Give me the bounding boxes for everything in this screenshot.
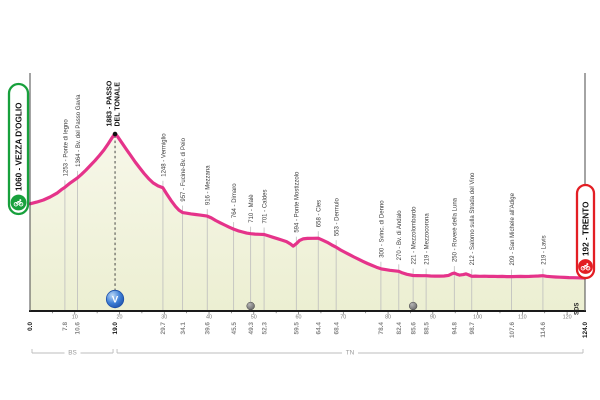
waypoint-label: 658 - Cles <box>317 200 323 227</box>
cyclist-icon-part <box>13 201 19 207</box>
waypoint-label: 219 - Lavis <box>541 235 547 264</box>
valico-ball-icon <box>105 289 125 309</box>
elevation-area <box>30 133 585 310</box>
elevation-line <box>28 131 587 280</box>
summit-dot <box>112 131 118 137</box>
axis-tick-label: 40 <box>206 315 212 321</box>
region-label: TN <box>346 350 355 357</box>
km-label: 0.0 <box>27 322 34 331</box>
km-label: 34.1 <box>180 322 187 335</box>
start-badge-label: 1060 - VEZZA D'OGLIO <box>15 102 24 191</box>
waypoint-label: 957 - Fucine-Bv. di Peio <box>181 137 187 201</box>
cyclist-icon <box>580 263 591 271</box>
axis-tick-label: 60 <box>296 315 302 321</box>
km-label: 114.6 <box>540 322 547 338</box>
waypoint-label: 764 - Dimaro <box>232 183 238 218</box>
km-label: 49.3 <box>248 322 255 335</box>
waypoint-label: 701 - Caldes <box>262 189 268 223</box>
axis-tick-label: 70 <box>340 315 346 321</box>
waypoint-label: 221 - Mezzolombardo <box>412 206 418 265</box>
cyclist-icon-part <box>586 263 589 266</box>
km-label: 98.7 <box>469 322 476 335</box>
summit-label-line1: 1883 - PASSO <box>106 80 113 126</box>
km-label: 39.6 <box>204 322 211 335</box>
km-label: 94.8 <box>452 322 459 335</box>
km-label: 52.3 <box>261 322 268 335</box>
cyclist-icon-part <box>582 265 589 269</box>
km-label: 107.6 <box>509 322 516 338</box>
waypoint-label: 1253 - Ponte di legno <box>63 119 69 177</box>
axis-tick-label: 110 <box>518 315 527 321</box>
waypoint-label: 219 - Mezzocorona <box>425 213 431 265</box>
feed-zone-icon <box>246 301 255 311</box>
axis-tick-label: 80 <box>385 315 391 321</box>
waypoint-label: 1364 - Bv. del Passo Gavia <box>76 94 82 167</box>
cyclist-icon <box>13 199 24 207</box>
region-label-bg <box>342 347 359 355</box>
axis-tick-label: 10 <box>72 315 78 321</box>
waypoint-label: 594 - Ponte Mostizzolo <box>295 171 301 233</box>
km-label: 7.8 <box>62 322 69 331</box>
credit-sds: SDS <box>575 303 581 315</box>
km-label: 82.4 <box>396 322 403 335</box>
km-label: 64.4 <box>315 322 322 335</box>
cyclist-icon-part <box>15 201 22 205</box>
waypoint-label: 553 - Dermulo <box>335 197 341 236</box>
km-label: 88.5 <box>423 322 430 335</box>
km-label: 10.6 <box>75 322 82 335</box>
axis-tick-label: 30 <box>161 315 167 321</box>
km-label: 19.0 <box>112 322 119 335</box>
km-label: 59.5 <box>294 322 301 335</box>
axis-tick-label: 50 <box>251 315 257 321</box>
cyclist-icon-part <box>580 265 586 271</box>
cyclist-icon-part <box>19 199 22 202</box>
waypoint-label: 916 - Mezzana <box>206 165 212 205</box>
axis-tick-label: 90 <box>430 315 436 321</box>
waypoint-label: 1248 - Vermiglio <box>161 133 167 177</box>
axis-tick-label: 120 <box>563 315 572 321</box>
region-label-bg <box>64 347 81 355</box>
feed-zone-icon <box>408 301 418 311</box>
axis-tick-label: 100 <box>473 315 482 321</box>
km-label: 78.4 <box>378 322 385 335</box>
km-label: 68.4 <box>333 322 340 335</box>
km-label: 124.0 <box>582 322 589 338</box>
axis-tick-label: 20 <box>117 315 123 321</box>
waypoint-label: 250 - Roverè della Luna <box>453 197 459 262</box>
km-label: 85.6 <box>410 322 417 335</box>
finish-badge-label: 192 - TRENTO <box>581 201 590 256</box>
finish-badge <box>575 183 596 280</box>
waypoint-label: 270 - Bv. di Andalo <box>397 210 403 261</box>
start-badge <box>7 82 30 216</box>
waypoint-label: 209 - San Michele all'Adige <box>510 192 516 265</box>
valico-v-glyph: V <box>112 295 119 306</box>
km-label: 45.5 <box>231 322 238 335</box>
km-label: 29.7 <box>160 322 167 335</box>
waypoint-label: 710 - Malè <box>249 194 255 223</box>
region-label: BS <box>68 350 77 357</box>
summit-label-line2: DEL TONALE <box>115 82 122 127</box>
waypoint-label: 212 - Salorno sulla Strada del Vino <box>470 172 476 265</box>
waypoint-label: 300 - Svinc. di Denno <box>379 200 385 258</box>
